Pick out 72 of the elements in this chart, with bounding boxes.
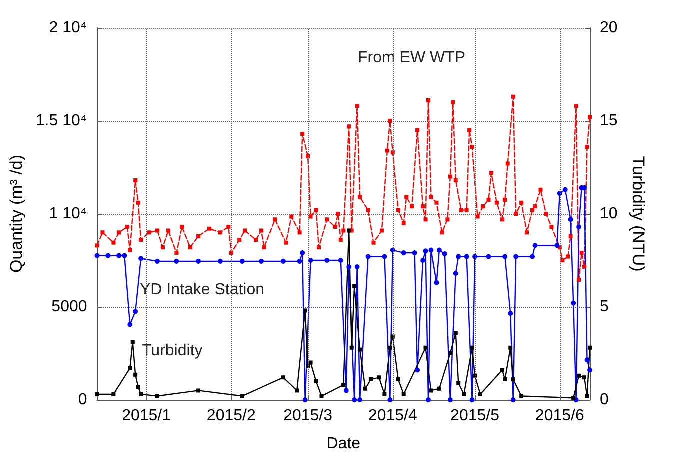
point xyxy=(130,340,135,344)
point xyxy=(448,352,452,356)
point xyxy=(454,331,458,336)
x-tick-label: 2015/2 xyxy=(206,408,256,424)
y2-tick-label: 0 xyxy=(600,392,609,408)
point xyxy=(478,392,482,396)
x-tick-label: 2015/3 xyxy=(284,408,333,424)
point xyxy=(136,384,140,389)
point xyxy=(303,308,308,313)
point xyxy=(503,378,508,382)
x-tick-label: 2015/4 xyxy=(368,408,418,424)
point xyxy=(196,388,201,393)
y2-tick-label: 10 xyxy=(600,206,618,222)
y-tick-label: 1 10⁴ xyxy=(49,206,88,222)
point xyxy=(470,346,474,350)
point xyxy=(306,364,310,369)
y2-tick-label: 20 xyxy=(600,20,618,36)
point xyxy=(520,394,524,398)
point xyxy=(456,381,461,386)
point xyxy=(134,372,138,377)
point xyxy=(342,383,346,388)
point xyxy=(350,346,354,350)
point xyxy=(364,386,368,391)
point xyxy=(582,376,587,380)
point xyxy=(390,334,395,339)
y2-axis-title: Turbidity (NTU) xyxy=(629,156,648,272)
point xyxy=(281,376,286,380)
y-tick-label: 0 xyxy=(78,392,88,408)
point xyxy=(112,392,116,396)
x-axis-title: Date xyxy=(326,436,361,452)
point xyxy=(155,394,160,398)
point xyxy=(585,394,590,398)
point xyxy=(382,392,387,396)
series-label: YD Intake Station xyxy=(140,282,265,298)
series-label: Turbidity xyxy=(142,342,203,360)
point xyxy=(128,366,132,370)
point xyxy=(511,378,516,382)
point xyxy=(388,346,392,350)
point xyxy=(462,392,466,396)
point xyxy=(295,388,300,393)
x-tick-label: 2015/6 xyxy=(535,408,584,424)
x-tick-label: 2015/1 xyxy=(122,408,172,424)
point xyxy=(396,378,400,382)
y-tick-label: 5000 xyxy=(52,298,88,316)
point xyxy=(347,228,352,233)
x-tick-label: 2015/5 xyxy=(450,408,500,424)
point xyxy=(473,374,478,378)
y-axis-title: Quantity (m³ /d) xyxy=(7,154,26,274)
point xyxy=(314,379,318,384)
y-tick-label: 2 10⁴ xyxy=(49,20,88,36)
y2-tick-label: 15 xyxy=(600,112,618,130)
point xyxy=(572,396,576,400)
point xyxy=(139,392,144,396)
point xyxy=(240,394,244,398)
point xyxy=(500,368,504,372)
point xyxy=(429,388,434,393)
point xyxy=(377,376,382,380)
point xyxy=(320,394,324,398)
point xyxy=(352,284,357,289)
point xyxy=(308,360,313,365)
point xyxy=(577,374,582,378)
point xyxy=(402,392,406,396)
y2-tick-label: 5 xyxy=(600,298,609,316)
text: From EW WTP xyxy=(358,50,466,66)
point xyxy=(95,392,100,396)
point xyxy=(437,386,442,391)
point xyxy=(508,346,513,350)
point xyxy=(369,378,374,382)
y-tick-label: 1.5 10⁴ xyxy=(36,112,88,130)
point xyxy=(424,346,428,350)
point xyxy=(358,348,362,352)
point xyxy=(588,346,592,350)
